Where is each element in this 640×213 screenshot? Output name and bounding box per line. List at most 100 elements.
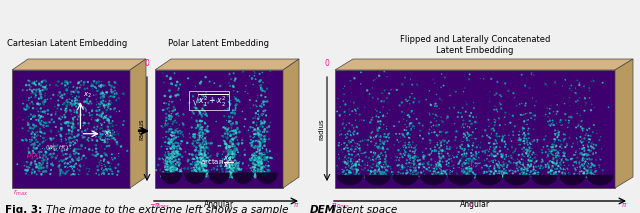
Point — [555, 166, 565, 169]
Point — [383, 164, 394, 168]
Point — [22, 105, 32, 108]
Point — [592, 174, 602, 177]
Point — [73, 121, 83, 125]
Point — [415, 162, 426, 165]
Point — [415, 134, 425, 137]
Point — [494, 166, 504, 170]
Point — [197, 119, 207, 123]
Point — [344, 174, 354, 177]
Point — [494, 161, 504, 164]
Point — [195, 168, 205, 171]
Point — [256, 142, 266, 145]
Point — [374, 126, 385, 130]
Point — [202, 165, 212, 169]
Point — [462, 138, 472, 142]
Point — [264, 125, 274, 128]
Point — [172, 152, 182, 156]
Point — [33, 144, 44, 148]
Point — [227, 167, 237, 170]
Point — [196, 162, 206, 165]
Point — [465, 157, 475, 160]
Point — [198, 167, 209, 170]
Point — [461, 175, 472, 178]
Point — [195, 147, 205, 150]
Point — [429, 102, 439, 106]
Point — [27, 171, 37, 174]
Point — [97, 166, 108, 170]
Point — [424, 153, 435, 156]
Point — [225, 166, 236, 170]
Point — [102, 141, 113, 144]
Point — [203, 125, 213, 128]
Point — [91, 98, 101, 101]
Point — [218, 171, 228, 175]
Point — [252, 158, 262, 161]
Point — [164, 157, 174, 161]
Point — [33, 168, 44, 172]
Point — [547, 160, 557, 163]
Point — [374, 173, 384, 176]
Point — [40, 150, 51, 153]
Point — [518, 175, 528, 178]
Point — [548, 119, 558, 122]
Point — [367, 96, 378, 99]
Point — [195, 171, 205, 175]
Point — [522, 150, 532, 154]
Point — [253, 109, 263, 113]
Point — [374, 167, 384, 171]
Point — [106, 85, 116, 88]
Point — [442, 147, 452, 150]
Point — [460, 147, 470, 151]
Point — [579, 154, 589, 157]
Point — [374, 161, 385, 164]
Point — [252, 105, 262, 108]
Point — [227, 143, 237, 147]
Point — [164, 155, 174, 158]
Point — [556, 139, 566, 143]
Point — [98, 94, 108, 98]
Point — [495, 149, 506, 153]
Point — [451, 135, 461, 139]
Point — [31, 125, 42, 128]
Point — [367, 86, 378, 90]
Point — [205, 80, 215, 83]
Point — [96, 80, 106, 83]
Point — [257, 160, 267, 164]
Point — [499, 163, 509, 166]
Point — [96, 83, 106, 87]
Point — [36, 135, 46, 138]
Point — [354, 163, 364, 167]
Point — [259, 153, 269, 156]
Point — [408, 124, 419, 127]
Point — [444, 161, 454, 165]
Point — [346, 171, 356, 174]
Point — [571, 100, 581, 103]
Point — [98, 130, 108, 133]
Point — [196, 170, 207, 174]
Point — [431, 113, 441, 117]
Point — [250, 128, 260, 132]
Point — [474, 156, 484, 159]
Point — [104, 161, 114, 164]
Point — [99, 106, 109, 110]
Point — [191, 153, 202, 157]
Point — [523, 118, 533, 122]
Point — [102, 144, 112, 148]
Point — [576, 170, 586, 173]
Point — [194, 167, 204, 170]
Point — [53, 103, 63, 107]
Point — [104, 119, 114, 123]
Point — [490, 175, 500, 178]
Point — [452, 172, 462, 176]
Point — [24, 166, 34, 169]
Point — [97, 122, 107, 126]
Point — [405, 143, 415, 147]
Point — [40, 121, 51, 125]
Point — [468, 157, 479, 160]
Point — [30, 95, 40, 99]
Point — [519, 139, 529, 143]
Point — [36, 91, 47, 95]
Point — [32, 130, 42, 134]
Point — [604, 105, 614, 109]
Point — [35, 142, 45, 146]
